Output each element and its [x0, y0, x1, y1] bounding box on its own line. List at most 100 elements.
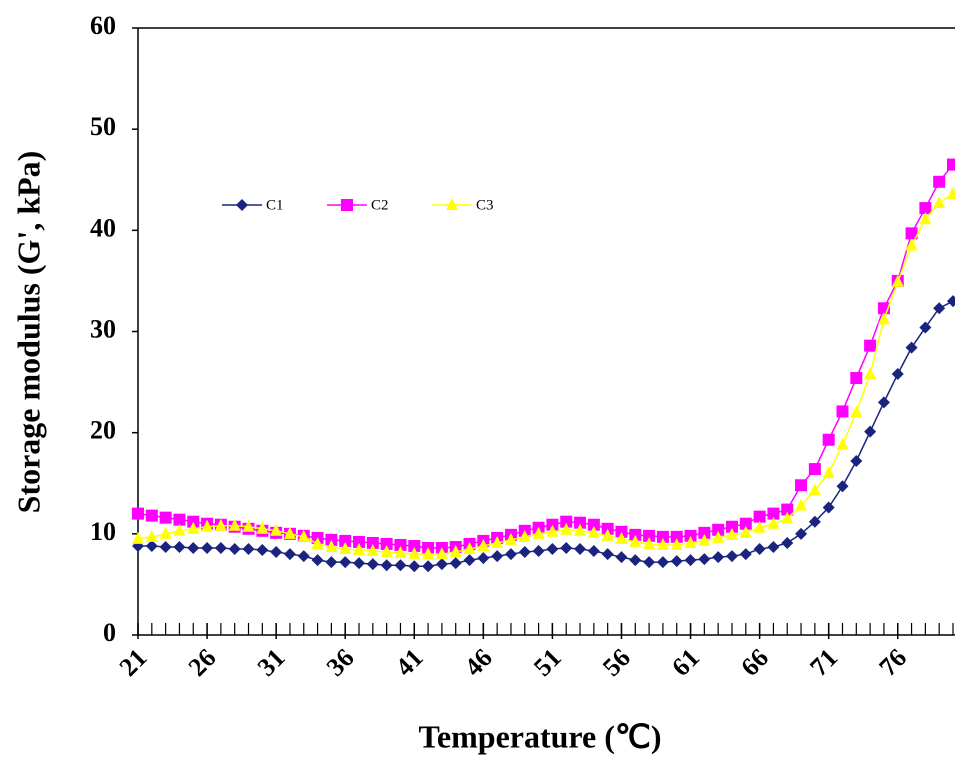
data-marker	[532, 526, 545, 539]
data-marker	[228, 518, 241, 531]
y-tick-label: 20	[90, 416, 116, 445]
data-marker	[214, 518, 227, 531]
data-marker	[670, 530, 683, 543]
data-marker	[242, 519, 255, 532]
data-marker	[905, 238, 918, 251]
data-marker	[339, 556, 352, 569]
data-marker	[795, 479, 808, 492]
data-marker	[270, 523, 283, 536]
y-tick-label: 30	[90, 314, 116, 343]
data-marker	[325, 556, 338, 569]
data-marker	[712, 523, 725, 536]
y-axis-label: Storage modulus (G', kPa)	[10, 151, 46, 514]
data-marker	[877, 312, 890, 325]
data-marker	[919, 202, 932, 215]
data-marker	[477, 538, 490, 551]
data-marker	[850, 372, 863, 385]
data-marker	[643, 529, 656, 542]
data-marker	[145, 539, 158, 552]
data-marker	[587, 545, 600, 558]
data-marker	[864, 425, 877, 438]
data-marker	[767, 507, 780, 520]
data-marker	[228, 543, 241, 556]
data-marker	[615, 551, 628, 564]
data-marker	[214, 541, 227, 554]
data-marker	[753, 520, 766, 533]
data-marker	[615, 531, 628, 544]
series-line	[137, 164, 954, 549]
data-marker	[712, 530, 725, 543]
data-marker	[574, 516, 587, 529]
x-tick-label: 56	[597, 643, 636, 682]
data-marker	[725, 520, 738, 533]
data-marker	[325, 533, 338, 546]
data-marker	[822, 501, 835, 514]
data-marker	[864, 339, 877, 352]
data-marker	[504, 548, 517, 561]
data-marker	[242, 543, 255, 556]
data-marker	[532, 545, 545, 558]
data-marker	[366, 536, 379, 549]
data-marker	[725, 527, 738, 540]
y-tick-label: 10	[90, 517, 116, 546]
data-marker	[546, 518, 559, 531]
data-marker	[574, 523, 587, 536]
data-marker	[366, 558, 379, 571]
data-marker	[173, 540, 186, 553]
data-marker	[422, 560, 435, 573]
data-marker	[739, 548, 752, 561]
data-marker	[670, 555, 683, 568]
data-marker	[725, 550, 738, 563]
data-marker	[394, 559, 407, 572]
data-marker	[698, 526, 711, 539]
data-marker	[781, 536, 794, 549]
data-marker	[712, 551, 725, 564]
data-marker	[435, 547, 448, 560]
x-tick-label: 61	[666, 643, 705, 682]
data-marker	[463, 542, 476, 555]
legend-marker	[341, 199, 353, 211]
data-marker	[629, 554, 642, 567]
data-marker	[380, 537, 393, 550]
x-axis-label: Temperature (℃)	[419, 718, 662, 754]
data-marker	[380, 559, 393, 572]
data-marker	[187, 521, 200, 534]
data-marker	[560, 515, 573, 528]
data-marker	[132, 507, 144, 520]
data-marker	[891, 367, 904, 380]
data-marker	[159, 511, 172, 524]
data-marker	[947, 158, 955, 171]
data-marker	[850, 454, 863, 467]
data-marker	[366, 544, 379, 557]
data-marker	[684, 529, 697, 542]
data-marker	[173, 513, 186, 526]
data-marker	[560, 522, 573, 535]
x-tick-label: 26	[183, 643, 222, 682]
data-marker	[353, 535, 366, 548]
data-marker	[394, 546, 407, 559]
data-marker	[297, 529, 310, 542]
data-marker	[339, 542, 352, 555]
x-tick-label: 46	[459, 643, 498, 682]
x-tick-label: 76	[873, 643, 912, 682]
data-marker	[656, 556, 669, 569]
data-marker	[560, 541, 573, 554]
data-marker	[145, 509, 158, 522]
data-marker	[422, 547, 435, 560]
data-marker	[546, 543, 559, 556]
series-line	[137, 193, 954, 555]
data-marker	[656, 537, 669, 550]
data-marker	[325, 539, 338, 552]
data-marker	[339, 534, 352, 547]
data-marker	[670, 537, 683, 550]
x-tick-label: 31	[252, 643, 291, 682]
x-tick-label: 36	[321, 643, 360, 682]
data-marker	[504, 532, 517, 545]
legend-marker	[446, 198, 458, 210]
data-marker	[311, 554, 324, 567]
data-marker	[850, 405, 863, 418]
data-marker	[767, 540, 780, 553]
x-tick-label: 51	[528, 643, 567, 682]
data-marker	[781, 503, 794, 516]
